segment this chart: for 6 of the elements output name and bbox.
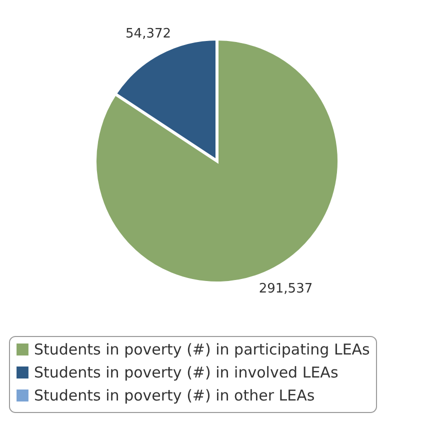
legend-label: Students in poverty (#) in participating LEAs [34,340,370,358]
pie-slice [94,38,340,284]
legend-label: Students in poverty (#) in other LEAs [34,386,315,404]
data-label: 54,372 [126,26,172,42]
legend-label: Students in poverty (#) in involved LEAs [34,364,338,382]
data-label: 291,537 [258,282,313,297]
